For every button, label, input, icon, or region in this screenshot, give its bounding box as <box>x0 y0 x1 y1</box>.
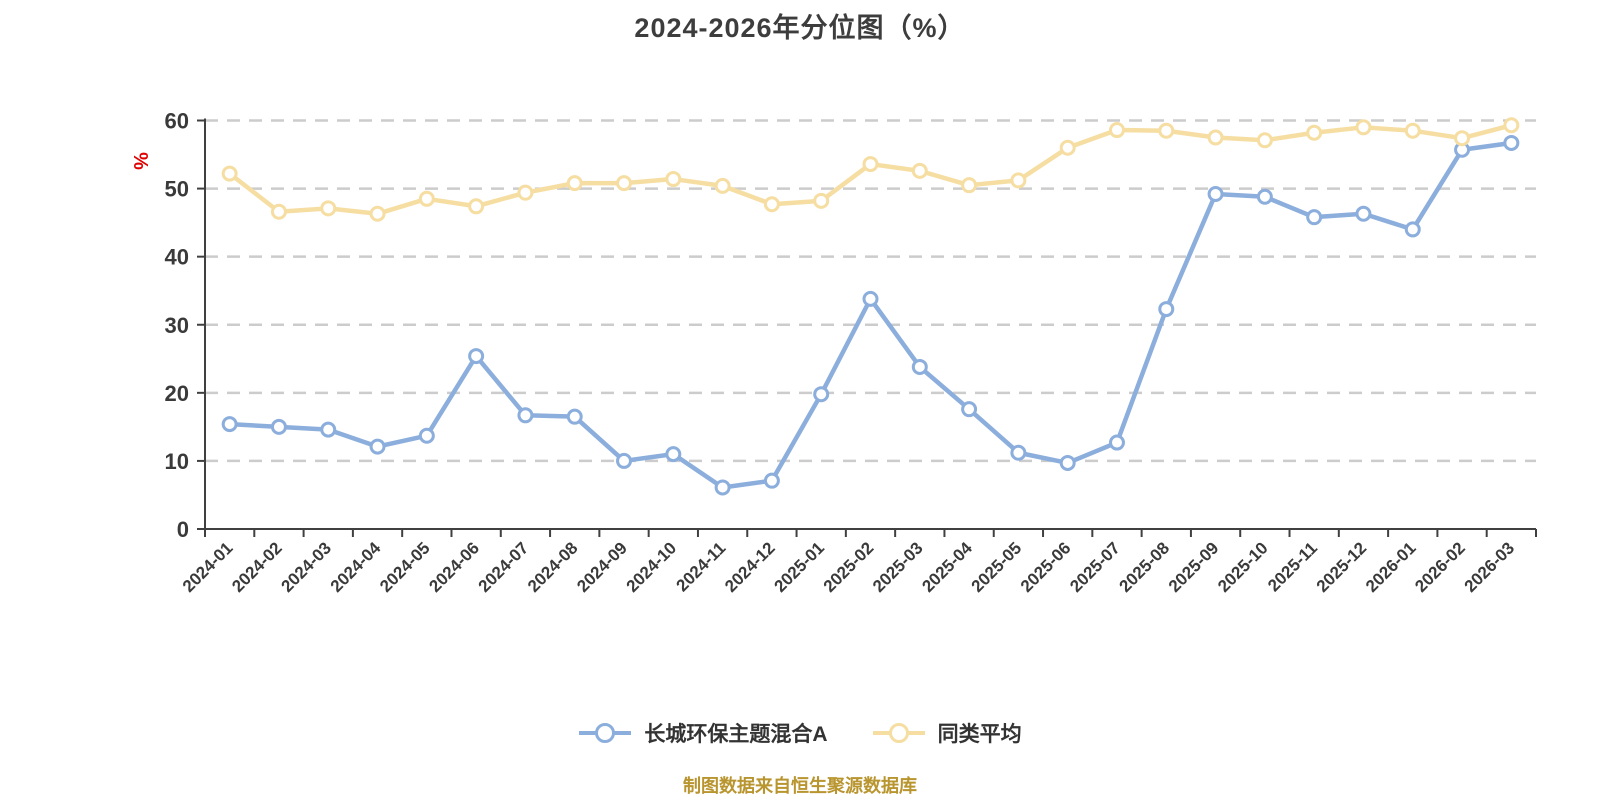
x-axis-label: 2024-12 <box>721 538 779 596</box>
fund-data-point[interactable] <box>1108 434 1125 451</box>
y-axis-label: 20 <box>165 381 189 406</box>
fund-data-point[interactable] <box>1404 221 1421 238</box>
legend: 长城环保主题混合A 同类平均 <box>0 718 1600 748</box>
peer-data-point[interactable] <box>616 175 633 192</box>
fund-data-point[interactable] <box>714 479 731 496</box>
x-axis-label: 2025-10 <box>1214 538 1272 596</box>
fund-data-point[interactable] <box>566 408 583 425</box>
fund-data-point[interactable] <box>862 290 879 307</box>
fund-data-point[interactable] <box>1306 209 1323 226</box>
fund-data-point[interactable] <box>1503 134 1520 151</box>
fund-data-point[interactable] <box>468 348 485 365</box>
y-axis-label: 10 <box>165 449 189 474</box>
peer-data-point[interactable] <box>1108 122 1125 139</box>
peer-data-point[interactable] <box>1454 130 1471 147</box>
fund-data-point[interactable] <box>270 418 287 435</box>
fund-data-point[interactable] <box>369 438 386 455</box>
fund-data-point[interactable] <box>1059 454 1076 471</box>
fund-data-point[interactable] <box>1355 205 1372 222</box>
y-axis-label: 50 <box>165 177 189 202</box>
y-axis-unit-label: % <box>129 152 151 170</box>
x-axis-label: 2025-03 <box>869 538 927 596</box>
peer-data-point[interactable] <box>1059 139 1076 156</box>
peer-data-point[interactable] <box>369 205 386 222</box>
x-axis-label: 2024-11 <box>673 538 730 595</box>
fund-data-point[interactable] <box>221 416 238 433</box>
fund-data-point[interactable] <box>665 446 682 463</box>
fund-data-point[interactable] <box>418 427 435 444</box>
fund-data-point[interactable] <box>517 407 534 424</box>
x-axis-label: 2025-09 <box>1165 538 1223 596</box>
x-axis-label: 2024-01 <box>179 538 237 596</box>
peer-data-point[interactable] <box>221 165 238 182</box>
fund-data-point[interactable] <box>616 452 633 469</box>
data-source-note: 制图数据来自恒生聚源数据库 <box>683 776 917 796</box>
x-axis-label: 2026-01 <box>1362 538 1420 596</box>
y-axis-label: 60 <box>165 109 189 134</box>
x-axis-label: 2024-06 <box>425 538 483 596</box>
x-axis-label: 2025-08 <box>1116 538 1174 596</box>
x-axis-label: 2025-12 <box>1313 538 1371 596</box>
x-axis-label: 2025-07 <box>1066 538 1124 596</box>
peer-data-point[interactable] <box>468 198 485 215</box>
x-axis-label: 2025-04 <box>918 538 976 596</box>
x-axis-label: 2026-02 <box>1411 538 1469 596</box>
x-axis-label: 2024-05 <box>376 538 434 596</box>
x-axis-label: 2026-03 <box>1461 538 1519 596</box>
legend-marker-icon <box>872 723 925 743</box>
x-axis-label: 2024-02 <box>228 538 286 596</box>
x-axis-label: 2025-06 <box>1017 538 1075 596</box>
x-axis-label: 2025-05 <box>968 538 1026 596</box>
peer-data-point[interactable] <box>517 184 534 201</box>
x-axis-label: 2024-08 <box>524 538 582 596</box>
x-axis-label: 2024-04 <box>327 538 385 596</box>
fund-data-point[interactable] <box>911 358 928 375</box>
fund-data-point[interactable] <box>1158 301 1175 318</box>
fund-data-point[interactable] <box>961 401 978 418</box>
legend-marker-icon <box>579 723 632 743</box>
peer-data-point[interactable] <box>961 177 978 194</box>
peer-data-point[interactable] <box>862 156 879 173</box>
x-axis-label: 2024-10 <box>623 538 681 596</box>
x-axis-label: 2025-11 <box>1264 538 1321 595</box>
peer-data-point[interactable] <box>1207 129 1224 146</box>
peer-data-point[interactable] <box>1355 119 1372 136</box>
legend-item-peer[interactable]: 同类平均 <box>872 718 1022 748</box>
fund-data-point[interactable] <box>320 421 337 438</box>
fund-data-point[interactable] <box>1256 188 1273 205</box>
peer-data-point[interactable] <box>1256 132 1273 149</box>
peer-data-point[interactable] <box>813 192 830 209</box>
y-axis-label: 30 <box>165 313 189 338</box>
legend-item-label: 长城环保主题混合A <box>644 723 828 746</box>
peer-data-point[interactable] <box>566 175 583 192</box>
x-axis-label: 2025-01 <box>770 538 828 596</box>
x-axis-label: 2024-09 <box>573 538 631 596</box>
peer-data-point[interactable] <box>1404 122 1421 139</box>
x-axis-label: 2024-07 <box>475 538 533 596</box>
y-axis-label: 0 <box>177 517 189 542</box>
x-axis-label: 2024-03 <box>278 538 336 596</box>
peer-data-point[interactable] <box>1010 172 1027 189</box>
fund-data-point[interactable] <box>1010 444 1027 461</box>
peer-data-point[interactable] <box>763 196 780 213</box>
legend-item-label: 同类平均 <box>937 723 1022 746</box>
peer-data-point[interactable] <box>270 203 287 220</box>
fund-data-point[interactable] <box>1207 186 1224 203</box>
x-axis-label: 2025-02 <box>820 538 878 596</box>
peer-data-point[interactable] <box>714 177 731 194</box>
peer-data-point[interactable] <box>1306 124 1323 141</box>
peer-data-point[interactable] <box>418 190 435 207</box>
fund-data-point[interactable] <box>763 472 780 489</box>
peer-data-point[interactable] <box>1158 122 1175 139</box>
peer-data-point[interactable] <box>320 200 337 217</box>
y-axis-label: 40 <box>165 245 189 270</box>
fund-data-point[interactable] <box>813 386 830 403</box>
legend-item-fund[interactable]: 长城环保主题混合A <box>578 718 828 748</box>
peer-data-point[interactable] <box>665 171 682 188</box>
chart-title: 2024-2026年分位图（%） <box>634 13 966 43</box>
peer-data-point[interactable] <box>911 162 928 179</box>
peer-data-point[interactable] <box>1503 117 1520 134</box>
